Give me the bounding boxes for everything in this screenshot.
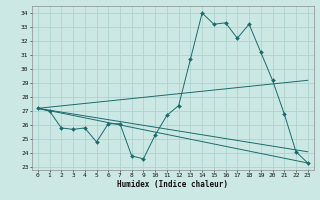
X-axis label: Humidex (Indice chaleur): Humidex (Indice chaleur) (117, 180, 228, 189)
